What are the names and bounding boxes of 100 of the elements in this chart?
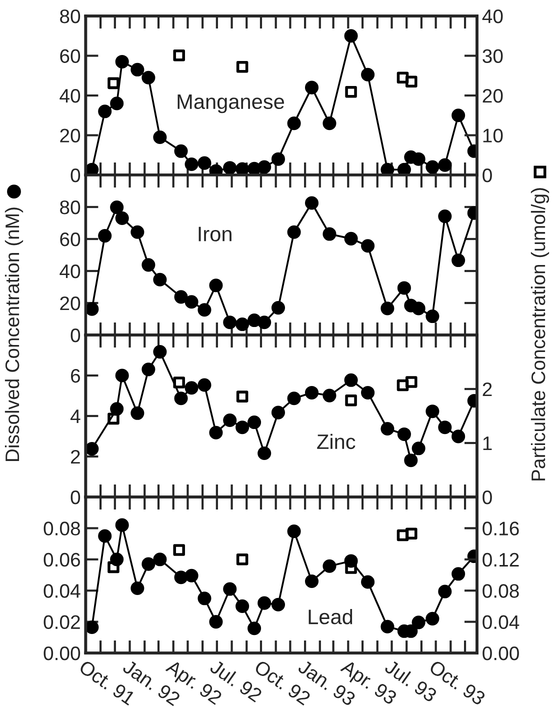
y2-tick-label: 0 xyxy=(482,490,492,504)
y2-tick-label: 10 xyxy=(483,128,503,142)
point xyxy=(236,318,250,332)
point xyxy=(322,116,336,130)
point xyxy=(153,345,167,359)
point xyxy=(344,373,358,387)
point xyxy=(209,278,223,292)
point xyxy=(426,612,440,626)
point xyxy=(86,302,99,316)
point xyxy=(130,62,144,76)
point xyxy=(258,316,272,330)
y-tick-label: 4 xyxy=(70,410,80,424)
point xyxy=(452,567,466,581)
y-tick-label: 0.08 xyxy=(44,522,80,536)
text: Zinc xyxy=(317,434,356,450)
point xyxy=(304,80,319,94)
point xyxy=(404,454,418,468)
point xyxy=(198,303,212,317)
point xyxy=(223,582,237,596)
point xyxy=(361,575,375,589)
point xyxy=(344,232,358,246)
y-tick-label: 20 xyxy=(60,128,80,142)
y-tick-label: 0.00 xyxy=(44,646,80,660)
y-axis-title: Dissolved Concentration (nM) xyxy=(4,208,24,461)
point xyxy=(405,528,418,540)
point xyxy=(236,420,250,434)
y-tick-label: 60 xyxy=(60,232,80,246)
point xyxy=(287,225,301,239)
y-tick-label: 0.04 xyxy=(44,584,80,598)
point xyxy=(438,210,452,224)
y2-tick-label: 0.00 xyxy=(482,646,519,660)
point xyxy=(153,130,167,144)
point xyxy=(412,152,426,166)
point xyxy=(248,416,262,430)
point xyxy=(380,422,394,436)
point xyxy=(452,108,466,122)
point xyxy=(209,426,223,440)
point xyxy=(173,544,185,556)
y-tick-label: 20 xyxy=(60,296,80,310)
text: Manganese xyxy=(178,94,284,114)
point xyxy=(142,258,156,272)
point xyxy=(236,554,248,566)
point xyxy=(452,254,466,268)
point xyxy=(322,559,336,573)
point xyxy=(345,86,357,98)
point xyxy=(287,524,301,538)
point xyxy=(173,49,185,62)
y2-tick-label: 40 xyxy=(482,9,503,24)
point xyxy=(361,68,375,82)
point xyxy=(271,598,286,612)
y2-tick-label: 0.04 xyxy=(482,615,520,630)
point xyxy=(108,412,120,425)
point xyxy=(98,529,112,543)
y-tick-label: 60 xyxy=(60,49,80,63)
point xyxy=(108,77,120,90)
point xyxy=(86,620,99,634)
point xyxy=(396,72,409,84)
y2-tick-label: 0.12 xyxy=(482,552,519,567)
text: Iron xyxy=(198,226,232,242)
point xyxy=(198,378,212,392)
y-tick-label: 40 xyxy=(60,88,80,103)
point xyxy=(405,76,418,88)
point xyxy=(142,362,156,376)
point xyxy=(223,316,237,330)
point xyxy=(412,302,426,316)
point xyxy=(426,404,440,418)
point xyxy=(198,156,212,170)
point xyxy=(287,116,301,130)
point xyxy=(153,272,167,286)
point xyxy=(344,29,358,43)
point xyxy=(412,442,426,456)
point xyxy=(258,446,272,460)
point xyxy=(236,60,248,73)
point xyxy=(110,96,124,110)
point xyxy=(130,225,144,239)
point xyxy=(142,70,156,84)
y-tick-label: 6 xyxy=(71,368,80,383)
point xyxy=(184,381,198,395)
point xyxy=(223,161,237,175)
point xyxy=(380,620,394,634)
point xyxy=(184,568,198,582)
point xyxy=(130,581,144,596)
text: Lead xyxy=(308,608,352,624)
point xyxy=(223,413,237,428)
y-tick-label: 0 xyxy=(70,168,80,182)
point xyxy=(287,392,301,406)
y-tick-label: 0 xyxy=(70,490,80,504)
y2-tick-label: 0.16 xyxy=(482,522,519,536)
point xyxy=(438,420,452,434)
y2-tick-label: 0 xyxy=(482,168,492,182)
point xyxy=(236,390,248,402)
y2-tick-label: 1 xyxy=(483,436,492,450)
point xyxy=(184,158,198,172)
point xyxy=(452,430,466,444)
point xyxy=(396,379,409,392)
point xyxy=(405,376,418,388)
point xyxy=(209,615,223,629)
point xyxy=(115,211,129,225)
point xyxy=(174,392,188,406)
y2-tick-label: 0.08 xyxy=(482,584,519,598)
